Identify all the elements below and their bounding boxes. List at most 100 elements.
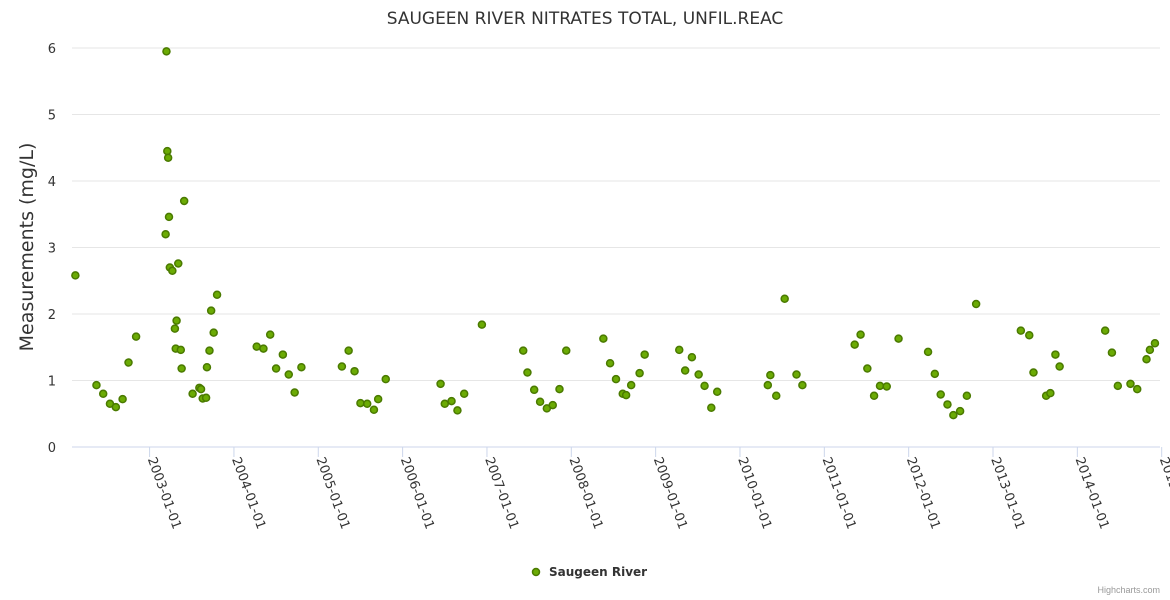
data-point[interactable] [707,403,716,413]
data-point[interactable] [440,399,450,409]
data-point[interactable] [98,389,108,399]
data-point[interactable] [626,380,636,390]
data-point[interactable] [453,406,462,415]
data-point[interactable] [344,346,353,355]
data-point[interactable] [1150,339,1160,348]
data-point[interactable] [459,389,469,399]
data-point[interactable] [949,410,958,420]
data-point[interactable] [936,390,945,399]
data-point[interactable] [356,398,365,408]
data-point[interactable] [700,381,709,391]
legend[interactable]: Saugeen River [531,565,648,579]
data-point[interactable] [176,345,186,355]
data-point[interactable] [882,382,891,391]
data-point[interactable] [164,212,174,222]
data-point[interactable] [529,385,539,395]
data-point[interactable] [1142,354,1151,364]
data-point[interactable] [436,379,445,389]
data-point[interactable] [188,389,197,399]
data-point[interactable] [168,266,177,276]
data-point[interactable] [1100,326,1110,335]
data-point[interactable] [771,391,781,401]
data-point[interactable] [297,362,306,372]
data-point[interactable] [1107,348,1117,357]
data-point[interactable] [611,374,621,384]
data-point[interactable] [850,340,859,349]
data-point[interactable] [350,366,359,376]
data-point[interactable] [1029,368,1038,377]
data-point[interactable] [161,229,170,239]
data-point[interactable] [518,346,528,355]
data-point[interactable] [196,384,206,394]
data-point[interactable] [1055,362,1064,371]
data-point[interactable] [894,334,903,343]
data-point[interactable] [118,394,127,404]
data-point[interactable] [675,345,684,355]
data-point[interactable] [621,390,631,400]
data-point[interactable] [1016,326,1026,335]
data-point[interactable] [477,320,487,329]
data-point[interactable] [172,316,181,325]
data-point[interactable] [163,153,173,162]
data-point[interactable] [71,271,80,280]
data-point[interactable] [381,374,390,384]
data-point[interactable] [763,380,773,390]
data-point[interactable] [792,370,801,379]
data-point[interactable] [284,370,294,379]
data-point[interactable] [206,306,216,315]
data-point[interactable] [561,346,571,355]
data-point[interactable] [205,346,214,355]
data-point[interactable] [1126,379,1135,389]
data-point[interactable] [179,196,189,206]
data-point[interactable] [92,380,101,390]
data-point[interactable] [798,380,807,390]
data-point[interactable] [201,393,211,403]
data-point[interactable] [124,358,133,367]
data-point[interactable] [923,347,933,357]
data-point[interactable] [548,400,557,410]
data-point[interactable] [1046,388,1055,398]
data-point[interactable] [278,350,288,359]
data-point[interactable] [265,330,275,339]
data-point[interactable] [694,370,703,379]
data-point[interactable] [1132,384,1142,394]
data-point[interactable] [212,290,222,299]
data-point[interactable] [1025,331,1034,340]
data-point[interactable] [290,388,299,397]
data-point[interactable] [174,259,183,268]
data-point[interactable] [163,146,172,156]
data-point[interactable] [875,381,885,391]
data-point[interactable] [202,362,212,372]
data-point[interactable] [1051,350,1060,359]
data-point[interactable] [271,364,281,373]
data-point[interactable] [1145,345,1155,355]
data-point[interactable] [766,370,775,380]
data-point[interactable] [259,344,268,353]
credits-link[interactable]: Highcharts.com [1097,585,1160,595]
data-point[interactable] [373,394,383,404]
data-point[interactable] [535,397,545,407]
data-point[interactable] [555,384,564,394]
data-point[interactable] [1113,381,1123,391]
data-point[interactable] [362,399,372,409]
data-point[interactable] [523,368,532,377]
data-point[interactable] [856,330,865,339]
data-point[interactable] [605,358,615,368]
data-point[interactable] [869,391,879,401]
data-point[interactable] [780,294,789,303]
data-point[interactable] [712,387,722,397]
data-point[interactable] [209,328,218,337]
data-point[interactable] [177,364,186,373]
data-point[interactable] [447,396,456,406]
data-point[interactable] [162,47,171,56]
data-point[interactable] [599,334,608,343]
data-point[interactable] [640,350,649,359]
data-point[interactable] [962,391,972,401]
data-point[interactable] [635,368,644,378]
data-point[interactable] [369,405,379,415]
data-point[interactable] [680,366,690,375]
data-point[interactable] [930,369,940,379]
data-point[interactable] [170,324,180,333]
data-point[interactable] [252,342,261,351]
legend-item-saugeen-river[interactable]: Saugeen River [549,565,647,579]
